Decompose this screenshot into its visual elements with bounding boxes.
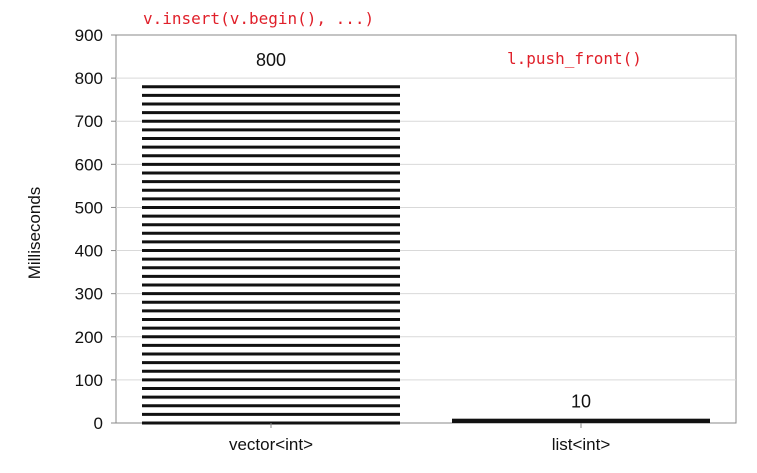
annotation-vector-insert: v.insert(v.begin(), ...) [143, 9, 374, 28]
x-axis-ticks: vector<int> list<int> [229, 423, 610, 454]
bar-0 [142, 85, 400, 425]
x-tick-label: list<int> [552, 435, 611, 454]
y-tick-label: 600 [75, 155, 103, 174]
plot-frame [115, 34, 737, 424]
gridlines [115, 34, 737, 424]
y-tick-label: 100 [75, 371, 103, 390]
y-tick-label: 800 [75, 69, 103, 88]
bars [142, 85, 710, 425]
y-tick-label: 500 [75, 198, 103, 217]
y-axis-label: Milliseconds [25, 187, 44, 280]
y-tick-label: 900 [75, 26, 103, 45]
annotation-list-push-front: l.push_front() [507, 49, 642, 68]
y-axis-ticks: 0 100 200 300 400 500 600 700 800 900 [75, 26, 116, 433]
bar-1 [452, 418, 710, 423]
y-tick-label: 400 [75, 242, 103, 261]
data-labels: 800 10 [256, 50, 591, 412]
x-tick-label: vector<int> [229, 435, 313, 454]
data-label: 800 [256, 50, 286, 70]
data-label: 10 [571, 392, 591, 412]
y-tick-label: 200 [75, 328, 103, 347]
y-tick-label: 0 [94, 414, 103, 433]
y-tick-label: 700 [75, 112, 103, 131]
y-tick-label: 300 [75, 285, 103, 304]
